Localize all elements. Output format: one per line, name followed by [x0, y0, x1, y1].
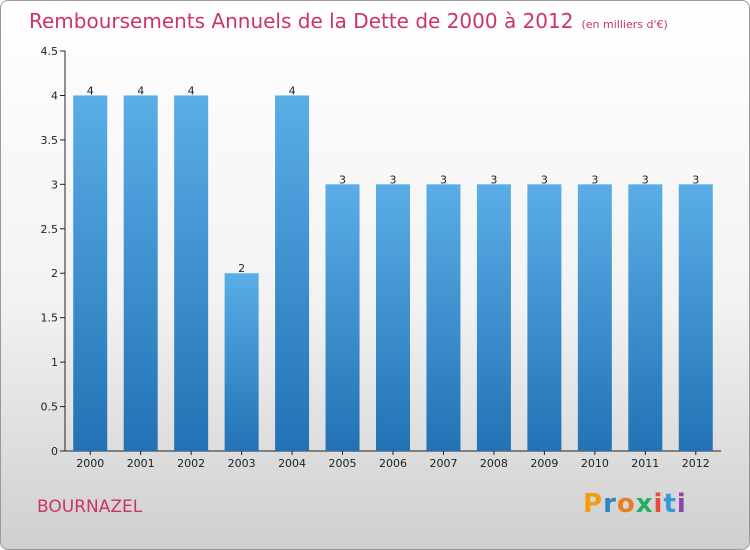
bar-data-label: 3 [390, 173, 397, 186]
bar [73, 95, 108, 451]
x-tick-label: 2011 [631, 457, 659, 470]
bar [476, 184, 511, 452]
bar-data-label: 3 [692, 173, 699, 186]
logo-letter: t [663, 489, 677, 519]
bar-data-label: 4 [188, 84, 195, 97]
bar [577, 184, 612, 452]
bar [628, 184, 663, 452]
bar [678, 184, 713, 452]
y-tick-label: 3 [51, 178, 58, 191]
bar-data-label: 3 [541, 173, 548, 186]
bar-data-label: 3 [591, 173, 598, 186]
x-tick-label: 2009 [530, 457, 558, 470]
y-tick-label: 0 [51, 445, 58, 458]
x-tick-label: 2002 [177, 457, 205, 470]
bar-data-label: 3 [339, 173, 346, 186]
bar [325, 184, 360, 452]
logo-letter: i [676, 489, 687, 519]
x-tick-label: 2006 [379, 457, 407, 470]
bar-data-label: 4 [87, 84, 94, 97]
bar-data-label: 3 [642, 173, 649, 186]
bars: 4 4 4 2 4 3 3 3 3 3 3 3 3 [73, 84, 713, 452]
logo-letter: x [635, 489, 654, 519]
logo-letter: i [653, 489, 664, 519]
axes: 0 0.5 1 1.5 2 2.5 3 3.5 4 4.5 2000 2001 2002 2003 2004… [41, 45, 721, 470]
proxiti-logo[interactable]: Proxiti [583, 489, 687, 519]
x-tick-label: 2007 [429, 457, 457, 470]
bar-data-label: 3 [490, 173, 497, 186]
chart-unit: (en milliers d'€) [581, 18, 668, 31]
y-tick-label: 3.5 [41, 134, 59, 147]
bar [174, 95, 209, 451]
y-tick-label: 1.5 [41, 312, 59, 325]
y-tick-label: 0.5 [41, 401, 59, 414]
bar [224, 273, 259, 451]
bar [426, 184, 461, 452]
x-tick-label: 2010 [581, 457, 609, 470]
x-tick-label: 2001 [127, 457, 155, 470]
bar [376, 184, 410, 452]
logo-letter: P [583, 489, 604, 519]
bar-data-label: 4 [289, 84, 296, 97]
y-tick-label: 2.5 [41, 223, 59, 236]
chart-title-text: Remboursements Annuels de la Dette de 20… [29, 9, 574, 33]
x-tick-label: 2005 [329, 457, 357, 470]
logo-letter: o [616, 489, 636, 519]
y-tick-label: 4.5 [41, 45, 59, 58]
x-tick-label: 2003 [228, 457, 256, 470]
chart-title: Remboursements Annuels de la Dette de 20… [29, 9, 668, 33]
bar-data-label: 4 [137, 84, 144, 97]
city-name: BOURNAZEL [37, 497, 143, 517]
bar [123, 95, 158, 451]
bar-data-label: 2 [238, 262, 245, 275]
bar-data-label: 3 [440, 173, 447, 186]
logo-letter: r [603, 489, 617, 519]
x-tick-label: 2008 [480, 457, 508, 470]
x-tick-label: 2004 [278, 457, 306, 470]
bar [527, 184, 562, 452]
x-tick-label: 2012 [682, 457, 710, 470]
y-tick-label: 1 [51, 356, 58, 369]
x-tick-label: 2000 [76, 457, 104, 470]
y-tick-label: 2 [51, 267, 58, 280]
bar [275, 95, 310, 451]
y-tick-label: 4 [51, 89, 58, 102]
